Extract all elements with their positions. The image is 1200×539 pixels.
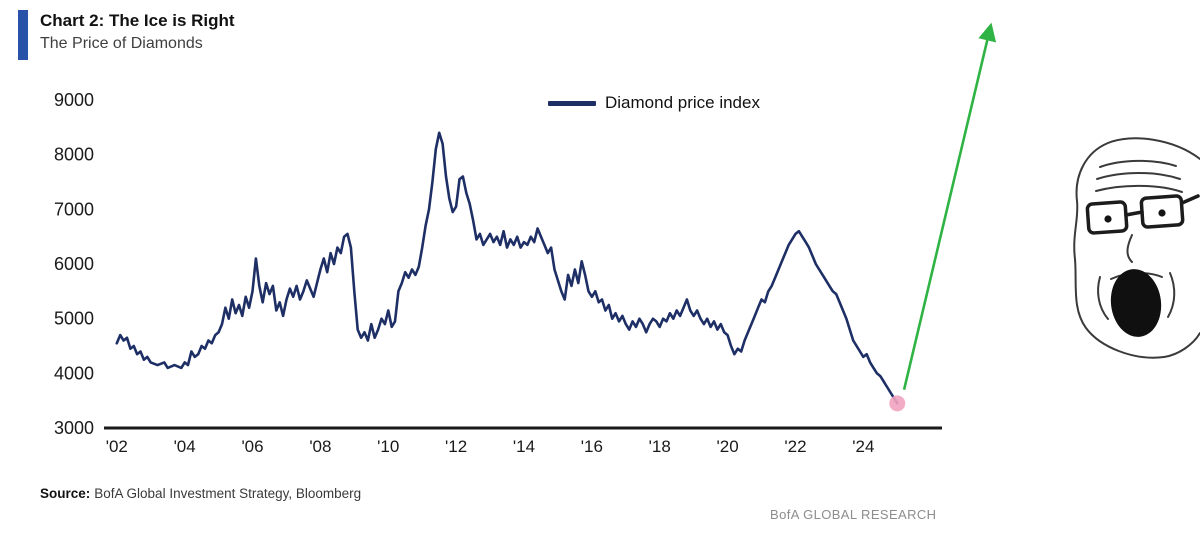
y-tick-label: 9000	[54, 90, 94, 110]
left-eye	[1104, 215, 1112, 223]
y-tick-label: 6000	[54, 254, 94, 274]
y-tick-label: 8000	[54, 145, 94, 165]
x-tick-label: '08	[309, 437, 331, 456]
shocked-wojak-meme	[1073, 137, 1200, 359]
legend-label: Diamond price index	[605, 93, 760, 112]
x-tick-label: '02	[106, 437, 128, 456]
y-tick-label: 3000	[54, 418, 94, 438]
green-arrow-annotation	[902, 22, 997, 391]
y-tick-label: 4000	[54, 363, 94, 383]
chart-legend: Diamond price index	[548, 93, 760, 113]
x-tick-label: '04	[174, 437, 196, 456]
legend-line-swatch	[548, 100, 596, 106]
x-tick-label: '24	[852, 437, 874, 456]
chart-subtitle: The Price of Diamonds	[40, 34, 203, 52]
x-tick-label: '20	[717, 437, 739, 456]
glasses-icon	[1085, 194, 1200, 235]
open-mouth	[1110, 269, 1162, 337]
x-tick-label: '16	[581, 437, 603, 456]
x-tick-label: '18	[649, 437, 671, 456]
face-outline	[1073, 137, 1200, 359]
source-text: BofA Global Investment Strategy, Bloombe…	[94, 486, 362, 501]
bofa-branding: BofA GLOBAL RESEARCH	[770, 507, 937, 522]
title-block: Chart 2: The Ice is Right The Price of D…	[18, 10, 235, 60]
title-accent-bar	[18, 10, 28, 60]
endpoint-marker	[889, 395, 906, 412]
title-text-group: Chart 2: The Ice is Right The Price of D…	[40, 10, 235, 60]
right-eye	[1158, 209, 1166, 217]
source-note: Source: BofA Global Investment Strategy, …	[40, 486, 361, 501]
diamond-price-line	[115, 131, 899, 405]
x-tick-label: '10	[377, 437, 399, 456]
x-tick-label: '22	[784, 437, 806, 456]
x-tick-label: '14	[513, 437, 535, 456]
y-tick-label: 7000	[54, 199, 94, 219]
y-tick-label: 5000	[54, 309, 94, 329]
x-tick-label: '06	[241, 437, 263, 456]
chart-title: Chart 2: The Ice is Right	[40, 11, 235, 30]
x-tick-label: '12	[445, 437, 467, 456]
source-label: Source:	[40, 486, 91, 501]
